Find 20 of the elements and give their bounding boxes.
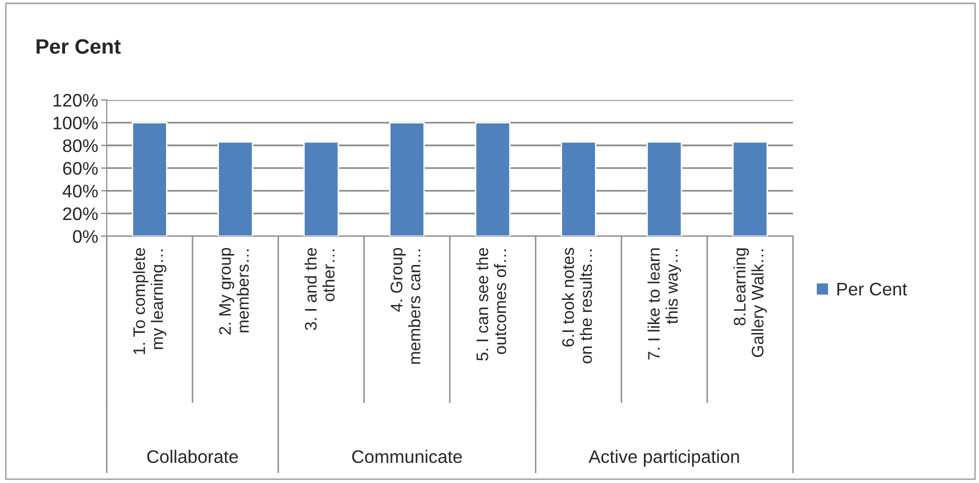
legend-label: Per Cent [837, 282, 908, 296]
text: Active participation [588, 450, 739, 467]
x-tick-label: 2. My group members… [219, 248, 249, 334]
x-tick-label: 4. Group members can… [390, 248, 420, 364]
chart-title: Per Cent [36, 39, 121, 54]
text: Communicate [352, 450, 462, 464]
y-tick-label: 20% [63, 207, 98, 220]
x-tick-label: 1. To complete my learning… [132, 248, 166, 354]
x-tick-label: 8.Learning Gallery Walk… [733, 248, 767, 357]
y-tick-label: 60% [63, 162, 98, 175]
x-tick-label: 6.I took notes on the results… [562, 248, 592, 364]
y-tick-label: 80% [63, 139, 98, 152]
y-tick-label: 0% [72, 230, 98, 243]
x-tick-label: 7. I like to learn this way… [648, 248, 682, 360]
x-tick-label: 5. I can see the outcomes of… [476, 248, 506, 361]
y-tick-label: 120% [54, 94, 98, 107]
y-tick-label: 100% [54, 116, 98, 130]
text: Collaborate [147, 450, 238, 464]
x-tick-label: 3. I and the other… [304, 248, 335, 330]
y-tick-label: 40% [62, 184, 98, 198]
